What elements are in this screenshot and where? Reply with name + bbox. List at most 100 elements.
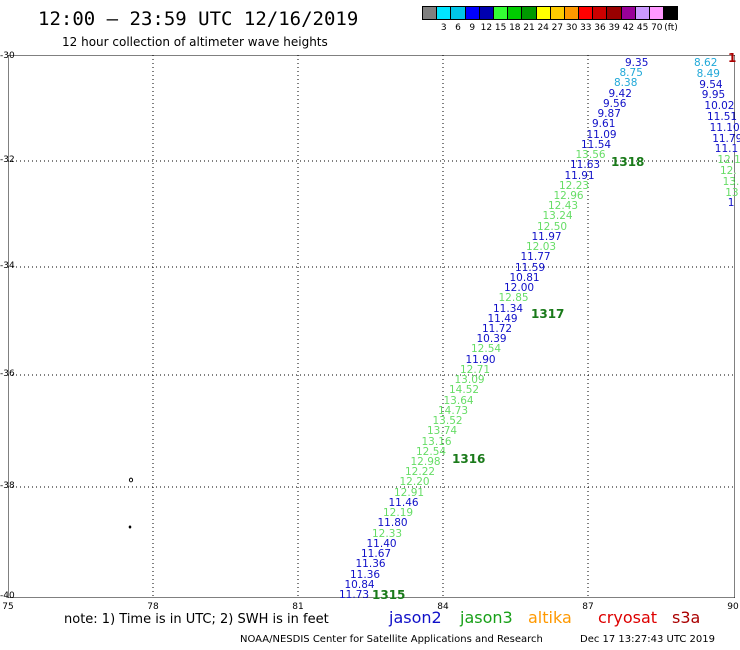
- longitude-label: 75: [2, 602, 14, 612]
- color-bin: [592, 6, 608, 20]
- wave-height-value: 13.09: [454, 374, 485, 387]
- wave-height-value: 12.98: [410, 456, 441, 468]
- color-bin: [492, 6, 509, 20]
- longitude-label: 81: [292, 602, 304, 612]
- map-title: 12:00 – 23:59 UTC 12/16/2019: [38, 8, 359, 30]
- wave-height-value: 11.90: [465, 353, 496, 366]
- map-subtitle: 12 hour collection of altimeter wave hei…: [62, 35, 328, 49]
- pass-number-label: 1317: [531, 307, 565, 321]
- generated-timestamp: Dec 17 13:27:43 UTC 2019: [580, 634, 715, 645]
- wave-height-value: 11.54: [581, 138, 612, 151]
- color-bin-label: (ft): [664, 23, 678, 33]
- longitude-label: 87: [582, 602, 594, 612]
- wave-height-value: 10.84: [344, 578, 375, 591]
- wave-height-value: 12.00: [504, 282, 535, 295]
- wave-height-value: 1: [727, 197, 735, 210]
- wave-height-value: 11.97: [531, 230, 562, 243]
- wave-height-value: 12.03: [526, 241, 557, 254]
- footer-note: note: 1) Time is in UTC; 2) SWH is in fe…: [64, 612, 329, 627]
- latitude-label: -30: [0, 51, 15, 61]
- map-plot-area: 9.35 8.75 8.38 9.42 9.56 9.87 9.61 11.09 11.54 13…: [8, 51, 740, 602]
- color-bin: [578, 6, 594, 20]
- wave-height-value: 8.62: [694, 57, 718, 69]
- wave-height-value: 8.38: [614, 77, 638, 90]
- color-bin-label: 27: [551, 23, 564, 33]
- color-scale-legend: [422, 6, 679, 20]
- wave-height-value: 11.10: [709, 121, 740, 134]
- color-bin-label: 9: [469, 23, 476, 33]
- wave-height-value: 14.52: [449, 384, 480, 397]
- wave-height-value: 11.73: [339, 589, 370, 601]
- wave-height-value: 12.33: [372, 527, 403, 540]
- color-bin-label: 21: [523, 23, 535, 33]
- wave-height-value: 11.67: [361, 548, 392, 561]
- wave-height-value: 12.50: [537, 220, 568, 233]
- wave-height-value: 12.96: [553, 190, 584, 202]
- wave-height-value: 9.42: [608, 87, 632, 100]
- wave-height-value: 12.23: [559, 179, 590, 192]
- latitude-label: -34: [0, 261, 15, 271]
- wave-height-value: 9.56: [603, 97, 627, 110]
- wave-height-value: 9.54: [699, 78, 723, 91]
- color-bin-label: 45: [636, 23, 649, 33]
- color-bin: [649, 6, 665, 20]
- color-bin: [563, 6, 580, 20]
- wave-height-value: 11.40: [366, 537, 397, 550]
- credit-line: NOAA/NESDIS Center for Satellite Applica…: [240, 634, 543, 645]
- color-bin-label: 12: [480, 23, 493, 33]
- wave-height-value: 11.79: [712, 132, 740, 145]
- wave-height-value: 12.20: [399, 476, 430, 489]
- wave-height-value: 13.74: [427, 425, 458, 438]
- wave-height-value: 13.24: [542, 210, 573, 223]
- color-bin-label: 39: [608, 23, 620, 33]
- color-bin-label: 3: [440, 23, 447, 33]
- wave-height-value: 12.22: [405, 466, 436, 479]
- wave-height-value: 12.19: [383, 507, 414, 520]
- wave-height-value: 9.35: [625, 57, 649, 69]
- wave-height-value: 12.54: [416, 445, 447, 458]
- wave-height-value: 11.91: [564, 169, 595, 182]
- color-bin: [634, 6, 650, 20]
- latitude-label: -36: [0, 369, 15, 379]
- wave-height-value: 11.80: [377, 517, 408, 530]
- wave-height-value: 9.87: [597, 108, 621, 121]
- color-bin-label: 30: [565, 23, 578, 33]
- wave-height-value: 12.91: [394, 486, 425, 499]
- wave-height-value: 11.34: [493, 302, 524, 315]
- color-bin-label: 15: [494, 23, 507, 33]
- wave-height-value: 13.64: [443, 394, 474, 407]
- color-bin-label: 33: [580, 23, 592, 33]
- wave-height-value: 10.81: [509, 271, 540, 284]
- wave-height-value: 9.95: [701, 89, 726, 102]
- color-bin: [620, 6, 636, 20]
- color-bin: [450, 6, 466, 20]
- pass-number-label: 1318: [611, 155, 645, 169]
- wave-height-value: 11.51: [707, 111, 738, 123]
- color-bin-label: 36: [594, 23, 606, 33]
- satellite-legend-s3a: s3a: [672, 608, 701, 627]
- satellite-legend-altika: altika: [528, 608, 572, 627]
- island-outline: [128, 477, 134, 483]
- color-bin: [521, 6, 537, 20]
- wave-height-value: 13.52: [432, 415, 463, 428]
- wave-height-value: 9.61: [592, 118, 616, 131]
- color-bin: [606, 6, 622, 20]
- wave-height-value: 12.: [720, 165, 737, 177]
- wave-height-value: 8.49: [696, 67, 720, 80]
- color-bin: [464, 6, 480, 20]
- color-bin-label: 18: [509, 23, 521, 33]
- wave-height-value: 11.36: [355, 558, 386, 571]
- pass-number-label: 1: [728, 51, 737, 65]
- wave-height-value: 11.77: [520, 251, 551, 264]
- color-bin-label: 24: [537, 23, 549, 33]
- wave-height-value: 12.54: [471, 343, 502, 356]
- longitude-label: 78: [147, 602, 159, 612]
- wave-height-value: 11.1: [714, 143, 739, 156]
- latitude-label: -38: [0, 481, 15, 491]
- color-bin: [422, 6, 438, 20]
- wave-height-value: 10.02: [704, 100, 735, 113]
- map-grid: [8, 55, 735, 598]
- wave-height-value: 13: [725, 186, 739, 199]
- wave-height-value: 13.56: [575, 149, 606, 162]
- wave-height-value: 11.09: [586, 128, 617, 141]
